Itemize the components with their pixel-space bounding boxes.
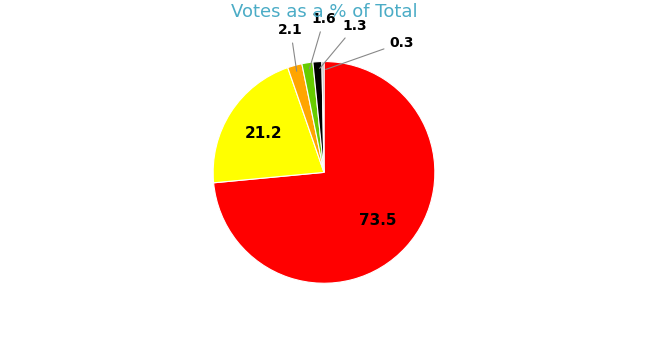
Wedge shape: [302, 62, 324, 172]
Text: 0.3%: 0.3%: [0, 337, 1, 338]
Title: Votes as a % of Total: Votes as a % of Total: [231, 3, 417, 21]
Wedge shape: [322, 62, 324, 172]
Wedge shape: [313, 62, 324, 172]
Text: 73.5: 73.5: [358, 213, 396, 228]
Text: 2.1%: 2.1%: [0, 337, 1, 338]
Wedge shape: [214, 62, 435, 283]
Text: 1.3%: 1.3%: [0, 337, 1, 338]
Text: 73.5%: 73.5%: [0, 337, 1, 338]
Text: 0.3: 0.3: [326, 36, 414, 70]
Text: 1.6%: 1.6%: [0, 337, 1, 338]
Wedge shape: [288, 64, 324, 172]
Text: 2.1: 2.1: [279, 23, 303, 71]
Text: 1.6: 1.6: [310, 13, 336, 69]
Text: 21.2%: 21.2%: [0, 337, 1, 338]
Text: 21.2: 21.2: [244, 126, 283, 141]
Wedge shape: [213, 68, 324, 183]
Text: 1.3: 1.3: [319, 19, 367, 68]
